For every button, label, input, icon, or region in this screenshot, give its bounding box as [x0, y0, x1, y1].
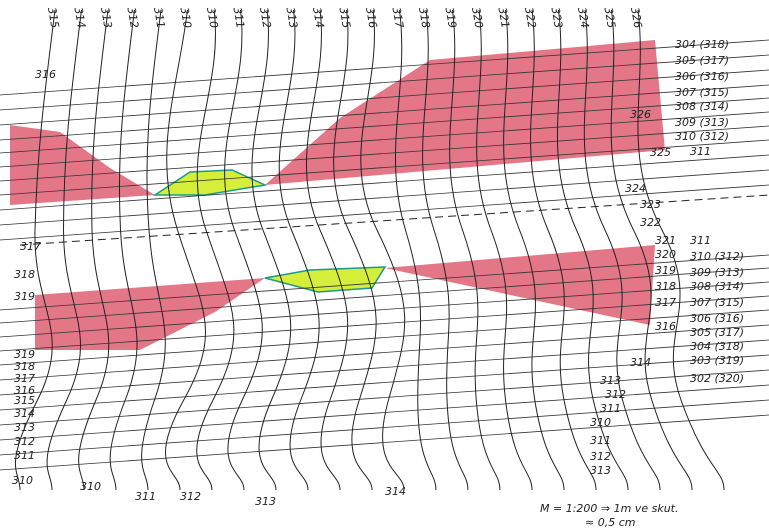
contour-label: 312 — [605, 388, 626, 401]
section-line — [0, 415, 769, 470]
contour-label: 323 — [640, 198, 661, 211]
contour-label: 302 (320) — [690, 372, 744, 385]
contour-label: 310 — [590, 416, 611, 429]
contour-label: 311 — [600, 402, 621, 415]
contour-label: 319 — [443, 6, 459, 29]
contour-label: 313 — [590, 464, 611, 477]
contour-label: 317 — [20, 240, 41, 253]
contour-label: 314 — [14, 407, 35, 420]
contour-label: 310 (312) — [690, 250, 744, 263]
contour-label: 326 — [628, 6, 644, 29]
contour-label: 305 (317) — [675, 54, 729, 67]
contour-label: 311 — [14, 449, 35, 462]
contour-label: 314 — [630, 356, 651, 369]
contour-label: 310 — [80, 480, 101, 493]
contour-line — [252, 10, 291, 490]
contour-label: 313 — [98, 6, 114, 29]
scale-note: M = 1:200 ⇒ 1m ve skut. — [540, 502, 678, 515]
contour-label: 314 — [72, 6, 88, 29]
contour-label: 311 — [151, 6, 167, 29]
contour-label: 311 — [690, 234, 711, 247]
contour-label: 317 — [390, 6, 406, 29]
contour-label: 320 — [469, 6, 485, 29]
contour-label: 313 — [284, 6, 300, 29]
contour-label: 311 — [135, 490, 156, 503]
contour-label: 303 (319) — [690, 354, 744, 367]
contour-label: 318 — [14, 360, 35, 373]
contour-label: 312 — [14, 435, 35, 448]
contour-label: 318 — [14, 268, 35, 281]
contour-label: 312 — [257, 6, 273, 29]
contour-line — [225, 10, 263, 490]
contour-label: 310 (312) — [675, 130, 729, 143]
contour-label: 307 (315) — [690, 296, 744, 309]
contour-label: 323 — [549, 6, 565, 29]
contour-label: 325 — [650, 146, 671, 159]
contour-label: 321 — [655, 234, 676, 247]
contour-label: 316 — [35, 68, 56, 81]
contour-label: 310 — [12, 474, 33, 487]
contour-label: 306 (316) — [675, 70, 729, 83]
contour-label: 316 — [14, 384, 35, 397]
contour-label: 313 — [255, 495, 276, 508]
contour-label: 304 (318) — [690, 340, 744, 353]
contour-label: 315 — [45, 6, 61, 29]
contour-label: 308 (314) — [690, 280, 744, 293]
contour-label: 313 — [600, 374, 621, 387]
contour-label: 311 — [690, 145, 711, 158]
contour-label: 325 — [602, 6, 618, 29]
contour-label: 311 — [231, 6, 247, 29]
contour-line — [110, 10, 137, 490]
contour-label: 318 — [416, 6, 432, 29]
fill-area — [35, 278, 265, 350]
contour-label: 314 — [385, 485, 406, 498]
contour-label: 310 — [204, 6, 220, 29]
contour-label: 316 — [655, 320, 676, 333]
contour-label: 326 — [630, 108, 651, 121]
contour-label: 312 — [125, 6, 141, 29]
contour-label: 319 — [655, 264, 676, 277]
contour-label: 309 (313) — [675, 116, 729, 129]
contour-label: 307 (315) — [675, 86, 729, 99]
contour-label: 324 — [575, 6, 591, 29]
section-line — [0, 355, 769, 410]
contour-label: 322 — [640, 216, 661, 229]
contour-line — [197, 10, 234, 490]
contour-label: 321 — [496, 6, 512, 29]
fill-area — [385, 245, 655, 325]
contour-label: 319 — [14, 290, 35, 303]
contour-label: 316 — [363, 6, 379, 29]
contour-label: 319 — [14, 348, 35, 361]
contour-label: 317 — [655, 296, 676, 309]
contour-label: 315 — [337, 6, 353, 29]
contour-line — [142, 10, 166, 490]
contour-label: 310 — [178, 6, 194, 29]
zero-area — [265, 267, 385, 292]
contour-label: 320 — [655, 248, 676, 261]
contour-label: 312 — [180, 490, 201, 503]
section-line — [0, 385, 769, 440]
contour-label: 324 — [625, 182, 646, 195]
contour-label: 311 — [590, 434, 611, 447]
contour-label: 304 (318) — [675, 38, 729, 51]
contour-label: 313 — [14, 421, 35, 434]
contour-label: 318 — [655, 280, 676, 293]
contour-label: 314 — [310, 6, 326, 29]
section-line — [0, 255, 769, 310]
contour-label: 312 — [590, 450, 611, 463]
contour-label: 308 (314) — [675, 100, 729, 113]
contour-line — [47, 10, 81, 490]
cut-fill-areas — [10, 40, 665, 350]
contour-label: 317 — [14, 372, 35, 385]
scale-note: ≈ 0,5 cm — [585, 516, 635, 529]
contour-label: 305 (317) — [690, 326, 744, 339]
contour-label: 309 (313) — [690, 266, 744, 279]
contour-label: 306 (316) — [690, 312, 744, 325]
contour-label: 322 — [522, 6, 538, 29]
map: 3133123113103103113123133143153163173183… — [0, 0, 769, 532]
